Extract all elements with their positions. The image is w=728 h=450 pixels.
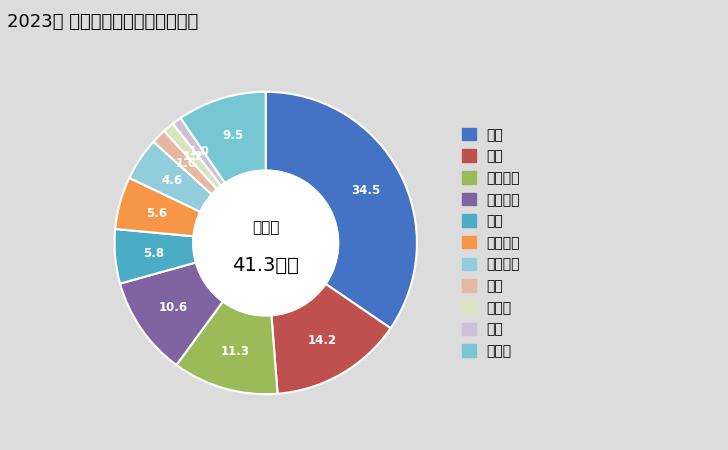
Text: 1.0: 1.0 [189,145,210,158]
Text: 34.5: 34.5 [351,184,380,197]
Text: 5.8: 5.8 [143,247,164,260]
Wedge shape [272,284,391,394]
Text: 5.6: 5.6 [146,207,167,220]
Text: 総　額: 総 額 [252,220,280,235]
Wedge shape [130,142,212,212]
Wedge shape [165,124,221,189]
Wedge shape [154,131,217,194]
Wedge shape [266,92,417,328]
Wedge shape [115,178,200,236]
Wedge shape [120,262,223,365]
Wedge shape [181,92,266,183]
Text: 11.3: 11.3 [221,345,250,358]
Circle shape [193,171,339,315]
Text: 1.6: 1.6 [175,157,197,170]
Text: 4.6: 4.6 [162,174,183,187]
Wedge shape [173,118,225,186]
Text: 41.3億円: 41.3億円 [232,256,299,275]
Text: 1.2: 1.2 [183,150,204,163]
Text: 9.5: 9.5 [222,129,243,142]
Text: 10.6: 10.6 [159,301,188,314]
Wedge shape [114,229,196,284]
Wedge shape [176,302,277,394]
Text: 2023年 輸出相手国のシェア（％）: 2023年 輸出相手国のシェア（％） [7,14,199,32]
Legend: 韓国, 米国, フランス, ベトナム, 台湾, イタリア, ベルギー, 英国, カナダ, タイ, その他: 韓国, 米国, フランス, ベトナム, 台湾, イタリア, ベルギー, 英国, … [462,128,521,358]
Text: 14.2: 14.2 [308,334,337,347]
